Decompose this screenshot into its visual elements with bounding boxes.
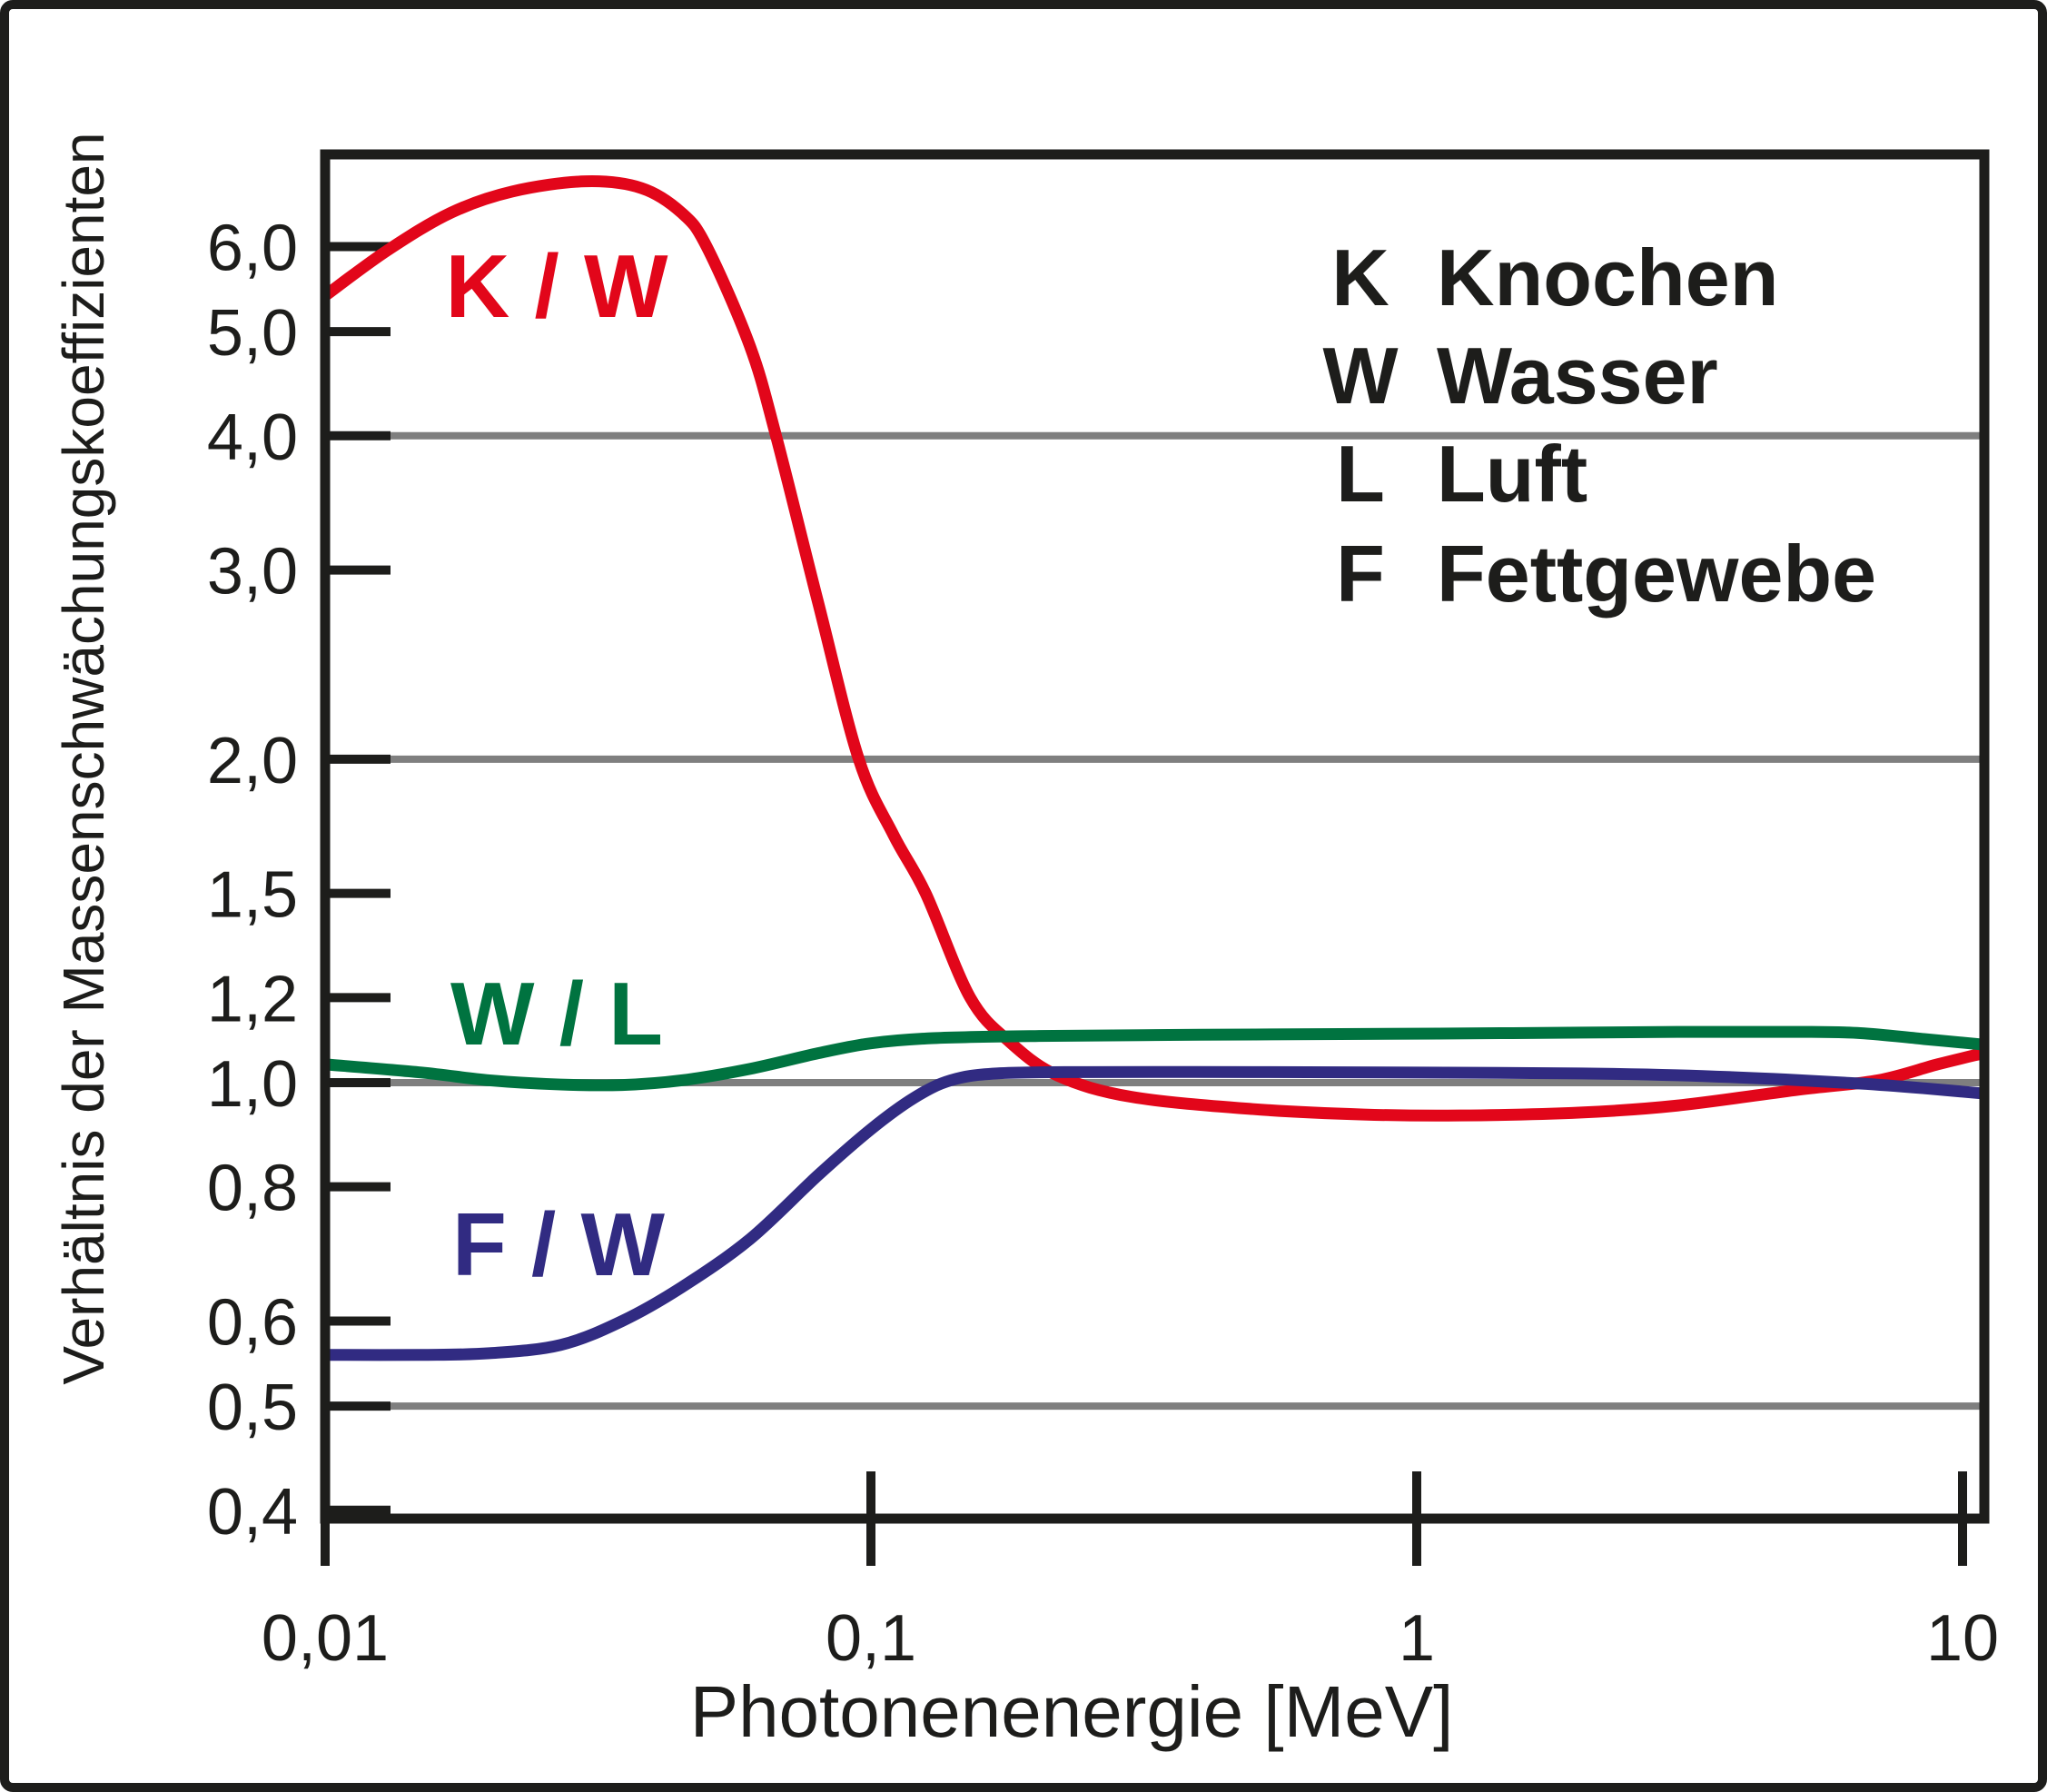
- x-tick-label-0-1: 0,1: [826, 1602, 916, 1675]
- y-tick-label-4-0: 4,0: [207, 401, 298, 474]
- curve-label-w-l: W / L: [450, 964, 663, 1064]
- x-tick-label-10: 10: [1926, 1602, 1999, 1675]
- legend-symbol-w: W: [1322, 331, 1398, 421]
- legend-name-luft: Luft: [1437, 429, 1587, 519]
- legend-symbol-f: F: [1336, 529, 1385, 619]
- y-tick-label-0-6: 0,6: [207, 1286, 298, 1359]
- x-tick-label-0-01: 0,01: [262, 1602, 389, 1675]
- y-tick-label-1-2: 1,2: [207, 963, 298, 1035]
- legend-symbol-l: L: [1336, 429, 1385, 519]
- y-tick-label-1-0: 1,0: [207, 1048, 298, 1121]
- y-tick-label-1-5: 1,5: [207, 859, 298, 932]
- y-tick-label-5-0: 5,0: [207, 297, 298, 370]
- axis-tick-labels: 6,0 5,0 4,0 3,0 2,0 1,5 1,2 1,0 0,8 0,6 0,5 0,4 0,01…: [207, 212, 1999, 1675]
- plot-frame: [320, 149, 1990, 1524]
- y-axis-title: Verhältnis der Massenschwächungskoeffizi…: [51, 132, 116, 1384]
- data-curves: [321, 175, 1985, 1361]
- chart-canvas: 6,0 5,0 4,0 3,0 2,0 1,5 1,2 1,0 0,8 0,6 0,5 0,4 0,01…: [51, 132, 1999, 1752]
- y-tick-label-0-4: 0,4: [207, 1476, 298, 1549]
- legend-symbol-k: K: [1331, 233, 1389, 322]
- y-tick-label-6-0: 6,0: [207, 212, 298, 284]
- axis-ticks: [321, 242, 1967, 1566]
- x-axis-title: Photonenenergie [MeV]: [690, 1671, 1454, 1752]
- y-tick-label-0-5: 0,5: [207, 1371, 298, 1444]
- curve-label-f-w: F / W: [452, 1194, 666, 1294]
- y-tick-label-2-0: 2,0: [207, 725, 298, 797]
- curve-label-k-w: K / W: [446, 236, 668, 336]
- y-tick-label-0-8: 0,8: [207, 1153, 298, 1225]
- curve-w-l: [324, 1025, 1984, 1092]
- legend-name-wasser: Wasser: [1437, 331, 1718, 421]
- legend-name-knochen: Knochen: [1437, 233, 1778, 322]
- legend: K Knochen W Wasser L Luft F Fettgewebe: [1322, 233, 1876, 619]
- curve-f-w: [324, 1065, 1984, 1361]
- curve-k-w: [321, 175, 1985, 1122]
- y-tick-label-3-0: 3,0: [207, 536, 298, 609]
- x-tick-label-1: 1: [1399, 1602, 1435, 1675]
- legend-name-fettgewebe: Fettgewebe: [1437, 529, 1876, 619]
